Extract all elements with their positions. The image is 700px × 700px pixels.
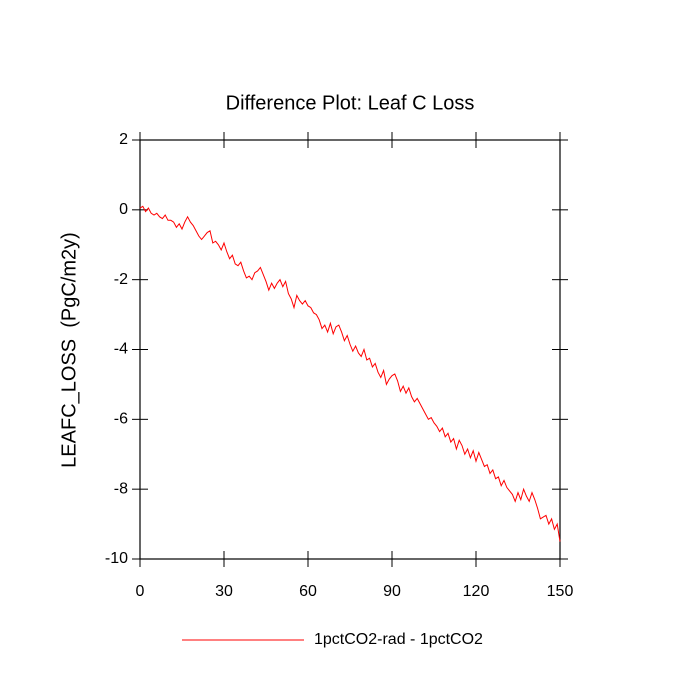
plot-frame (139, 139, 561, 560)
x-tick-label: 150 (547, 583, 574, 600)
x-tick-label: 0 (136, 583, 145, 600)
y-tick-label: 0 (119, 201, 128, 218)
y-tick-label: -6 (114, 411, 128, 428)
y-tick-label: -4 (114, 341, 128, 358)
legend-label: 1pctCO2-rad - 1pctCO2 (314, 631, 483, 648)
x-tick-label: 30 (215, 583, 233, 600)
chart-title: Difference Plot: Leaf C Loss (226, 92, 475, 114)
y-tick-label: 2 (119, 131, 128, 148)
y-axis-label: LEAFC_LOSS (PgC/m2y) (58, 232, 80, 468)
y-tick-label: -10 (105, 550, 128, 567)
x-tick-label: 90 (383, 583, 401, 600)
x-tick-label: 60 (299, 583, 317, 600)
data-line (139, 205, 561, 542)
x-tick-label: 120 (463, 583, 490, 600)
y-tick-label: -2 (114, 271, 128, 288)
y-tick-label: -8 (114, 480, 128, 497)
